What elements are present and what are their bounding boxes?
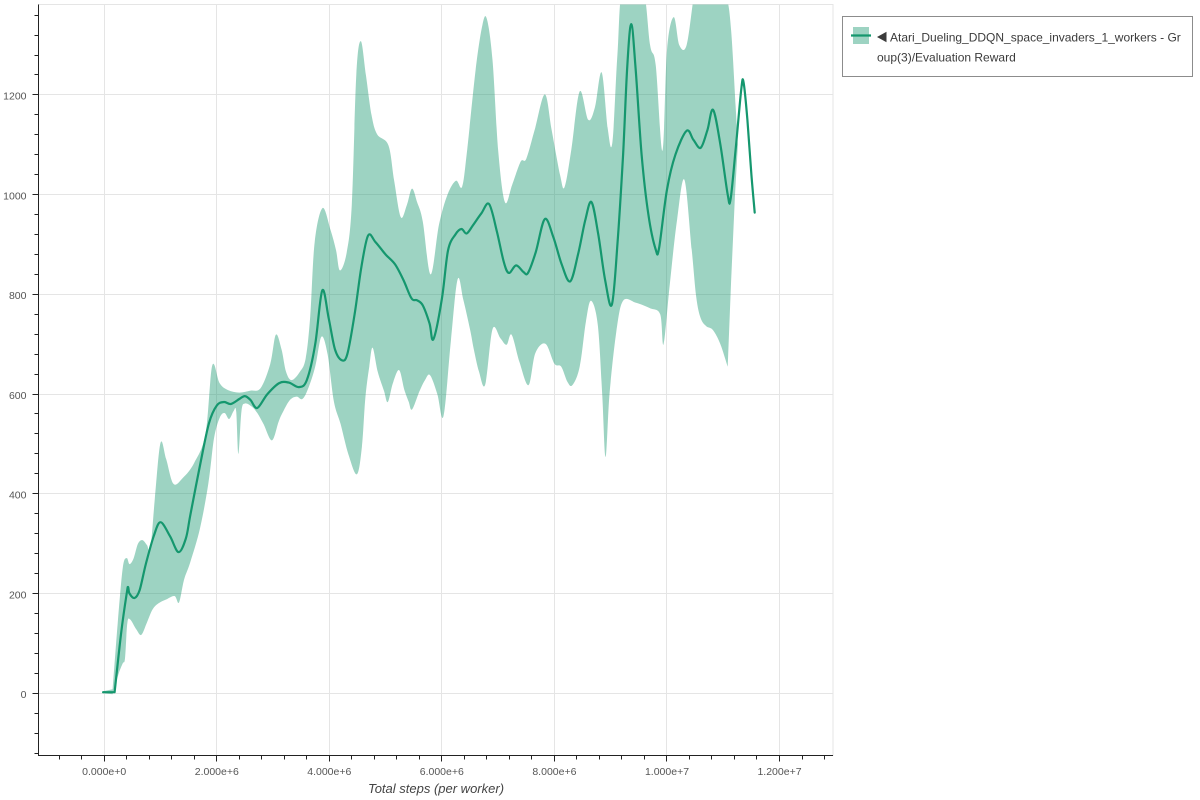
svg-text:oup(3)/Evaluation Reward: oup(3)/Evaluation Reward [877,51,1016,65]
svg-text:200: 200 [9,589,27,601]
svg-text:600: 600 [9,390,27,402]
svg-text:0: 0 [21,689,27,701]
svg-text:4.000e+6: 4.000e+6 [307,766,351,778]
svg-text:2.000e+6: 2.000e+6 [195,766,239,778]
svg-text:6.000e+6: 6.000e+6 [420,766,464,778]
svg-text:1200: 1200 [3,91,27,103]
svg-text:Total steps (per worker): Total steps (per worker) [368,781,504,796]
svg-text:Atari_Dueling_DDQN_space_invad: Atari_Dueling_DDQN_space_invaders_1_work… [890,31,1181,45]
svg-text:800: 800 [9,290,27,302]
svg-text:400: 400 [9,490,27,502]
svg-text:1.200e+7: 1.200e+7 [757,766,801,778]
svg-text:1.000e+7: 1.000e+7 [645,766,689,778]
svg-text:1000: 1000 [3,190,27,202]
svg-text:8.000e+6: 8.000e+6 [532,766,576,778]
svg-text:0.000e+0: 0.000e+0 [82,766,126,778]
